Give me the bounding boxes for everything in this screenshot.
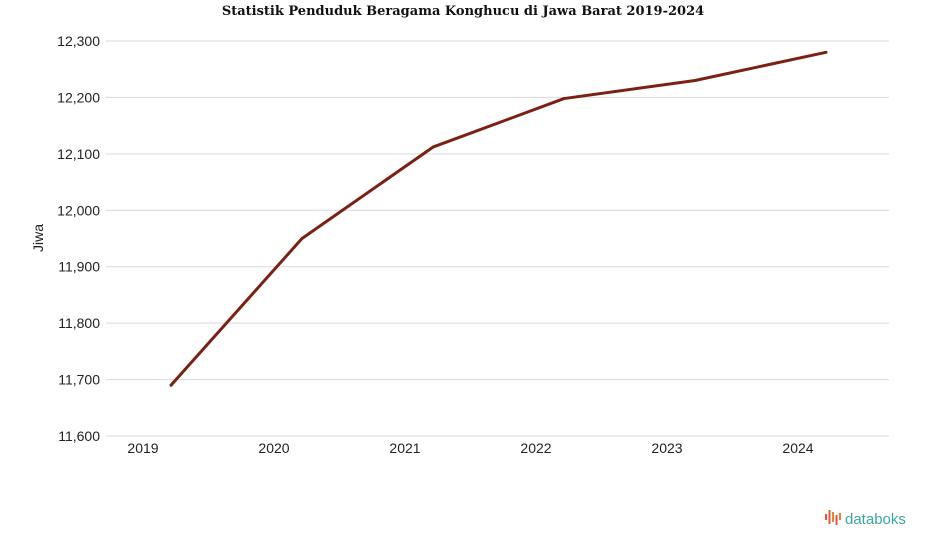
x-tick-label: 2022 [520, 440, 551, 456]
gridlines [106, 40, 889, 437]
y-tick-label: 11,900 [58, 259, 100, 275]
databoks-logo: databoks [825, 510, 906, 528]
y-axis-title: Jiwa [30, 224, 46, 252]
x-tick-label: 2024 [782, 440, 813, 456]
databoks-wordmark: databoks [845, 511, 906, 528]
y-tick-label: 11,800 [58, 315, 100, 331]
y-tick-label: 11,700 [58, 372, 100, 388]
y-tick-label: 12,000 [57, 202, 100, 218]
x-tick-label: 2023 [651, 440, 682, 456]
x-tick-label: 2019 [127, 440, 158, 456]
x-axis-ticks: 2019 2020 2021 2022 2023 2024 [127, 440, 813, 456]
x-tick-label: 2020 [258, 440, 289, 456]
y-tick-label: 11,600 [58, 428, 100, 444]
y-axis-ticks: 11,600 11,700 11,800 11,900 12,000 12,100 12,2… [57, 33, 100, 444]
chart-title: Statistik Penduduk Beragama Konghucu di … [222, 4, 704, 19]
y-tick-label: 12,300 [57, 33, 100, 49]
series-layer [169, 50, 828, 387]
databoks-logo-icon [825, 510, 841, 525]
y-tick-label: 12,200 [57, 89, 100, 105]
x-tick-label: 2021 [389, 440, 420, 456]
series-line [169, 50, 828, 387]
y-tick-label: 12,100 [57, 146, 100, 162]
